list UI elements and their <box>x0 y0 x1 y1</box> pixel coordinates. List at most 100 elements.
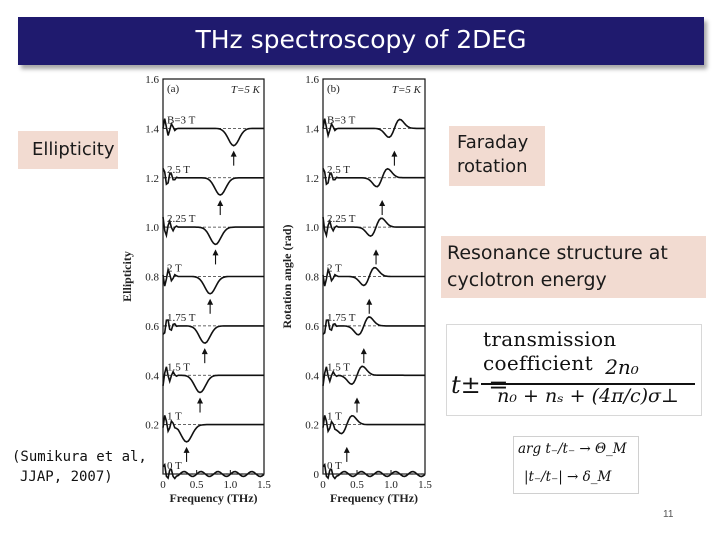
equation-heading: transmission coefficient <box>483 327 617 375</box>
equation-lhs: t± = <box>451 371 509 399</box>
temperature-label: T=5 K <box>392 84 422 96</box>
y-tick-label: 1.2 <box>145 173 159 185</box>
relation-ellipticity: |t₋/t₋| → δ_M <box>524 469 612 485</box>
y-tick-label: 1.6 <box>305 74 319 86</box>
ellipticity-label-box: Ellipticity <box>18 131 118 169</box>
y-tick-label: 1.6 <box>145 74 159 86</box>
relations-box: arg t₋/t₋ → Θ_M |t₋/t₋| → δ_M <box>513 436 639 494</box>
series-label: 1.75 T <box>167 312 196 324</box>
series-label: 0 T <box>327 460 342 472</box>
transmission-equation: transmission coefficient t± = 2n₀ n₀ + n… <box>446 324 702 416</box>
resonance-arrowhead <box>354 397 360 404</box>
ellipticity-label: Ellipticity <box>32 139 115 160</box>
series-curve <box>322 266 425 287</box>
series-curve <box>322 167 425 188</box>
y-tick-label: 1.0 <box>145 222 159 234</box>
series-label: 1.5 T <box>167 361 190 373</box>
series-curve <box>322 216 425 239</box>
series-curve <box>162 118 264 147</box>
x-tick-label: 0 <box>160 479 166 491</box>
y-axis-label: Ellipticity <box>120 251 134 302</box>
series-label: 2 T <box>167 263 182 275</box>
x-tick-label: 0.5 <box>350 479 364 491</box>
y-axis-label: Rotation angle (rad) <box>280 225 294 329</box>
series-curve <box>162 366 264 394</box>
y-tick-label: 0.4 <box>305 370 319 382</box>
series-curve <box>322 462 426 480</box>
resonance-arrowhead <box>207 298 214 305</box>
y-tick-label: 0.6 <box>305 321 319 333</box>
x-tick-label: 1.5 <box>257 479 271 491</box>
y-tick-label: 0.2 <box>145 420 159 432</box>
x-tick-label: 1.5 <box>418 479 432 491</box>
fraction-bar <box>481 383 695 385</box>
y-tick-label: 0.4 <box>145 370 159 382</box>
series-label: B=3 T <box>327 114 356 126</box>
resonance-arrowhead <box>373 249 380 256</box>
y-tick-label: 0 <box>314 469 320 481</box>
citation: (Sumikura et al, JJAP, 2007) <box>12 447 147 487</box>
y-tick-label: 1.2 <box>305 173 319 185</box>
citation-line-2: JJAP, 2007) <box>20 469 113 485</box>
series-curve <box>322 118 425 139</box>
faraday-label: Faraday rotation <box>457 132 529 177</box>
resonance-arrowhead <box>360 348 367 355</box>
title-bar: THz spectroscopy of 2DEG <box>18 17 704 65</box>
series-curve <box>162 462 265 480</box>
series-label: 2 T <box>327 263 342 275</box>
series-curve <box>322 365 425 387</box>
series-label: 1.75 T <box>327 312 356 324</box>
resonance-arrowhead <box>379 200 386 207</box>
slide-title: THz spectroscopy of 2DEG <box>195 25 527 54</box>
resonance-label-box: Resonance structure at cyclotron energy <box>441 236 706 298</box>
x-tick-label: 1.0 <box>384 479 398 491</box>
x-tick-label: 0.5 <box>190 479 204 491</box>
series-label: 1.5 T <box>327 361 350 373</box>
series-curve <box>322 316 425 336</box>
resonance-arrowhead <box>183 446 190 453</box>
series-label: 2.25 T <box>167 213 196 225</box>
faraday-label-box: Faraday rotation <box>449 126 545 186</box>
x-tick-label: 1.0 <box>223 479 237 491</box>
series-curve <box>322 414 425 435</box>
series-curve <box>162 319 264 344</box>
resonance-arrowhead <box>343 446 350 453</box>
series-curve <box>162 216 264 246</box>
x-tick-label: 0 <box>320 479 326 491</box>
series-label: 1 T <box>167 411 182 423</box>
temperature-label: T=5 K <box>231 84 261 96</box>
resonance-arrowhead <box>391 150 398 157</box>
page-number: 11 <box>663 509 674 520</box>
equation-denominator: n₀ + nₛ + (4π/c)σ⊥ <box>497 385 679 407</box>
citation-line-1: (Sumikura et al, <box>12 449 147 465</box>
resonance-arrowhead <box>366 298 373 305</box>
x-axis-label: Frequency (THz) <box>169 491 257 505</box>
resonance-label: Resonance structure at cyclotron energy <box>447 242 668 291</box>
y-tick-label: 0.6 <box>145 321 159 333</box>
panel-letter: (b) <box>327 83 340 95</box>
series-label: B=3 T <box>167 114 196 126</box>
series-label: 2.5 T <box>167 164 190 176</box>
series-label: 1 T <box>327 411 342 423</box>
resonance-arrowhead <box>197 397 204 404</box>
series-label: 2.5 T <box>327 164 350 176</box>
y-tick-label: 0.8 <box>305 272 319 284</box>
series-label: 2.25 T <box>327 213 356 225</box>
resonance-arrowhead <box>230 150 237 157</box>
series-curve <box>162 266 264 295</box>
y-tick-label: 0.8 <box>145 272 159 284</box>
equation-numerator: 2n₀ <box>605 355 639 379</box>
y-tick-label: 1.0 <box>305 222 319 234</box>
resonance-arrowhead <box>212 249 219 256</box>
resonance-arrowhead <box>217 200 224 207</box>
series-label: 0 T <box>167 460 182 472</box>
y-tick-label: 0.2 <box>305 420 319 432</box>
panel-letter: (a) <box>167 83 180 95</box>
y-tick-label: 1.4 <box>145 123 159 135</box>
series-curve <box>162 415 264 443</box>
relation-rotation: arg t₋/t₋ → Θ_M <box>518 441 627 457</box>
y-tick-label: 1.4 <box>305 123 319 135</box>
x-axis-label: Frequency (THz) <box>330 491 418 505</box>
series-curve <box>162 168 264 196</box>
